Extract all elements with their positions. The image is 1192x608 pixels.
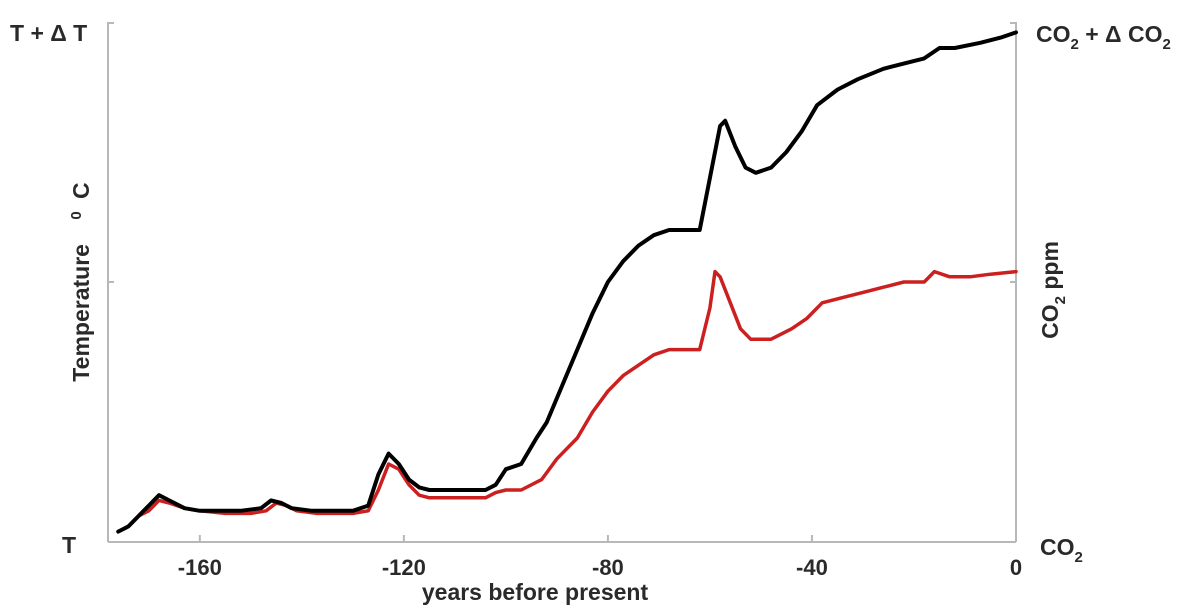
right-axis-title: CO2 ppm: [1037, 241, 1069, 339]
right-axis-top-label: CO2 + Δ CO2: [1036, 21, 1171, 53]
right-top-main: CO: [1036, 21, 1071, 47]
right-bottom-sub: 2: [1075, 549, 1083, 566]
x-tick-label: -120: [382, 555, 426, 580]
series-layer: [116, 30, 1018, 534]
left-axis-title-sup: 0: [68, 211, 85, 219]
series-line-black: [116, 30, 1018, 534]
left-axis-bottom-label: T: [62, 532, 76, 558]
right-bottom-main: CO: [1040, 534, 1075, 560]
right-axis-labels: CO2 + Δ CO2 CO2 CO2 ppm: [1036, 21, 1171, 566]
left-axis-title-unit: C: [68, 182, 94, 199]
x-tick-label: -80: [592, 555, 624, 580]
x-tick-label: -160: [178, 555, 222, 580]
series-line-red: [116, 269, 1018, 534]
right-top-sub: 2: [1071, 36, 1079, 53]
x-axis-title: years before present: [422, 579, 649, 605]
right-title-main: CO: [1037, 304, 1063, 339]
left-axis-title-text: Temperature: [68, 244, 94, 382]
right-axis-bottom-label: CO2: [1040, 534, 1083, 566]
svg-text:CO2 ppm: CO2 ppm: [1037, 241, 1069, 339]
x-tick-labels: -160 -120 -80 -40 0: [178, 535, 1022, 580]
x-tick-label: -40: [796, 555, 828, 580]
svg-text:Temperature 0: Temperature 0 C: [60, 182, 94, 381]
left-axis-title: Temperature 0 C: [60, 182, 94, 381]
plot-frame: [107, 22, 1017, 543]
x-tick-label: 0: [1010, 555, 1022, 580]
right-top-sub2: 2: [1162, 36, 1170, 53]
right-title-unit: ppm: [1037, 241, 1063, 296]
left-axis-labels: T + Δ T T Temperature 0 C: [10, 20, 94, 558]
left-axis-top-label: T + Δ T: [10, 20, 87, 46]
right-title-sub: 2: [1052, 296, 1069, 304]
right-top-rest: + Δ CO: [1079, 21, 1163, 47]
